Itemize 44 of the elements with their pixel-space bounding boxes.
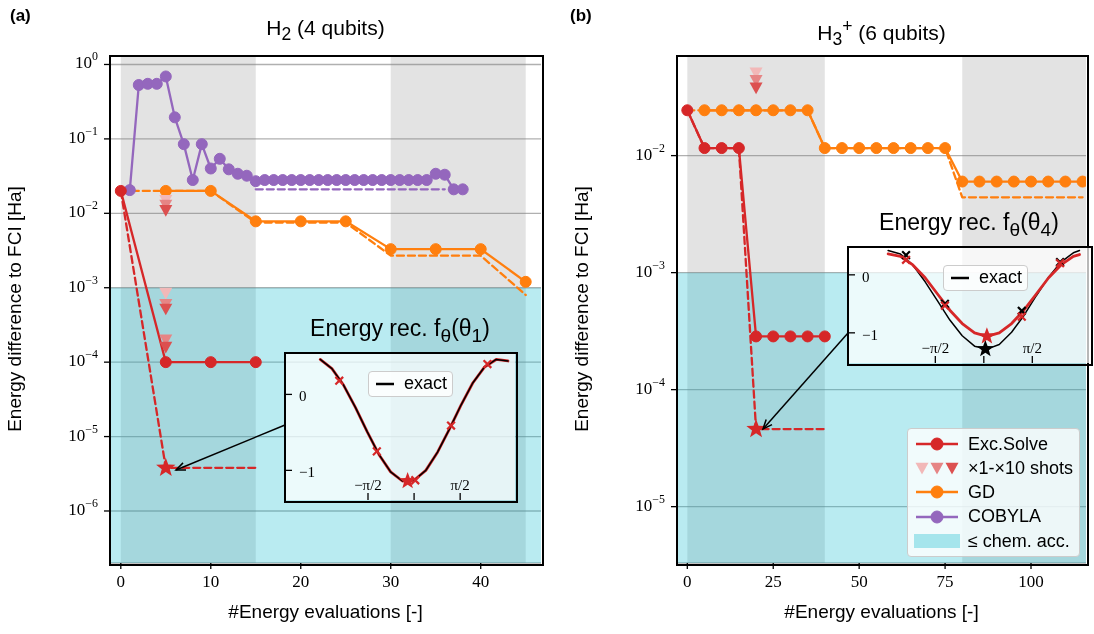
x-tick-label: 40: [472, 572, 490, 591]
y-tick-label: 10$^{−6}$: [68, 495, 99, 519]
x-tick-label: π/2: [1022, 340, 1042, 356]
legend-label: COBYLA: [967, 505, 1041, 529]
x-tick-label: 0: [116, 572, 126, 591]
x-tick-label: 25: [764, 572, 782, 591]
x-tick-label: 30: [382, 572, 400, 591]
legend-label: GD: [967, 481, 995, 505]
chart-title: Energy rec. f$_{θ}$(θ$_{4}$): [878, 209, 1060, 241]
y-tick-label: 10$^{−3}$: [635, 257, 666, 281]
x-tick-label: 0: [683, 572, 692, 591]
x-tick-label: 50: [850, 572, 868, 591]
y-tick-label: 10$^{−5}$: [68, 421, 99, 445]
x-tick-label: π/2: [450, 477, 470, 493]
y-tick-label: −1: [862, 327, 878, 344]
text: (b): [570, 6, 592, 26]
y-axis-title: Energy difference to FCI [Ha]: [571, 184, 593, 434]
chart-title: H$_{3}$$^{+}$ (6 qubits): [816, 16, 947, 51]
y-tick-label: 10$^{−4}$: [635, 374, 666, 398]
x-tick-label: −π/2: [354, 477, 382, 493]
y-tick-label: 10$^{−3}$: [68, 272, 99, 296]
y-tick-label: 10$^{0}$: [75, 49, 99, 73]
x-tick-label: −π/2: [921, 340, 950, 356]
text: (a): [10, 6, 31, 26]
legend-label: exact: [978, 267, 1022, 289]
legend-label: exact: [403, 373, 447, 395]
x-tick-label: 20: [292, 572, 310, 591]
x-axis-title: #Energy evaluations [-]: [783, 601, 980, 623]
y-tick-label: −1: [299, 464, 315, 481]
y-tick-label: 10$^{−2}$: [68, 198, 99, 222]
y-tick-label: 10$^{−2}$: [635, 140, 666, 164]
chart-title: H$_{2}$ (4 qubits): [265, 16, 386, 46]
y-tick-label: 10$^{−4}$: [68, 346, 99, 371]
x-tick-label: 10: [202, 572, 220, 591]
legend-label: ×1-×10 shots: [967, 456, 1073, 480]
x-tick-label: 100: [1018, 572, 1044, 591]
x-axis-title: #Energy evaluations [-]: [227, 601, 424, 623]
band-label: ≤ chem. acc.: [967, 529, 1070, 553]
y-axis-title: Energy difference to FCI [Ha]: [4, 184, 26, 434]
y-tick-label: 10$^{−1}$: [68, 123, 99, 147]
chart-title: Energy rec. f$_{θ}$(θ$_{1}$): [309, 315, 491, 347]
x-tick-label: 75: [936, 572, 954, 591]
y-tick-label: 10$^{−5}$: [635, 491, 666, 515]
legend-label: Exc.Solve: [967, 432, 1048, 456]
